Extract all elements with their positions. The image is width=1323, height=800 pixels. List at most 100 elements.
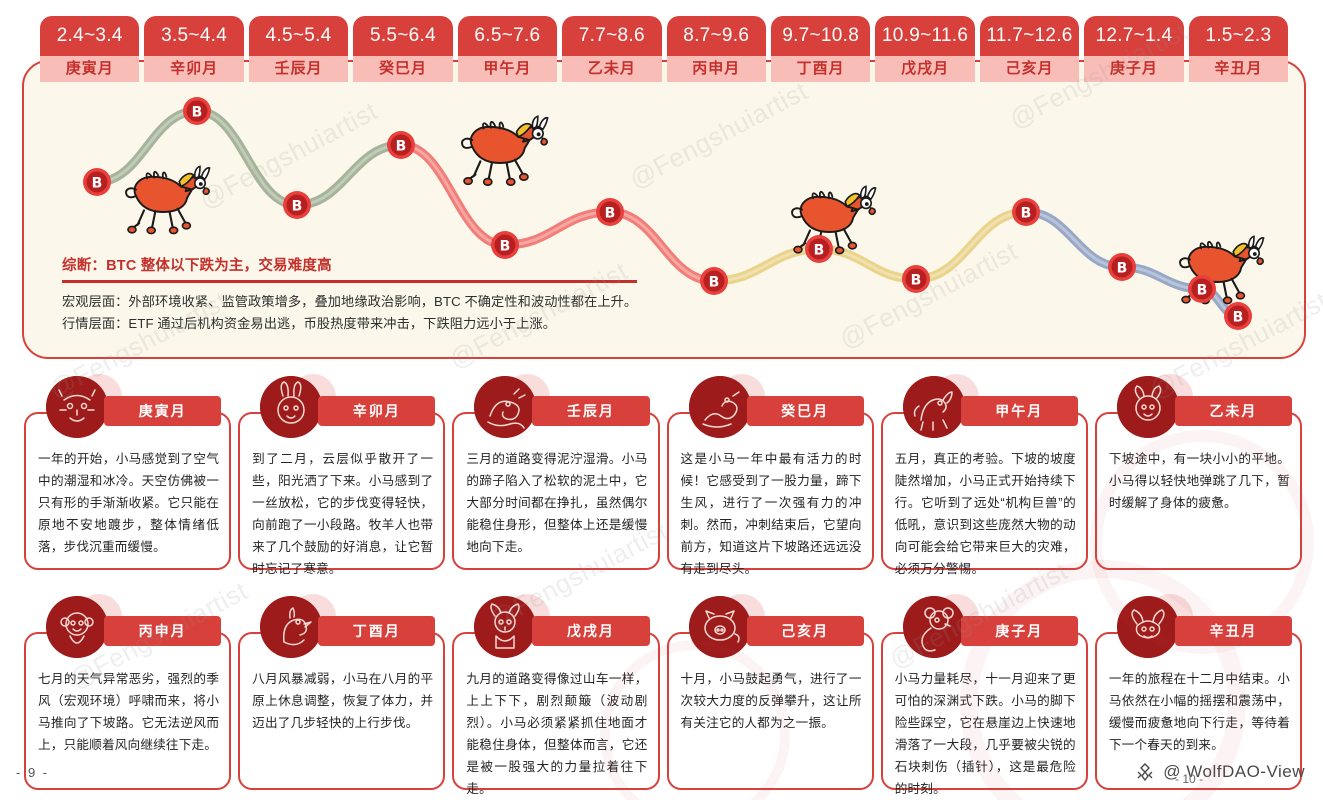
month-date-range: 6.5~7.6 — [457, 16, 558, 56]
month-date-range: 12.7~1.4 — [1084, 16, 1184, 56]
chart-segment-highlight-3 — [1024, 210, 1240, 318]
month-ganzhi-name: 壬辰月 — [248, 56, 349, 82]
month-ganzhi-name: 庚子月 — [1084, 56, 1184, 82]
zodiac-month-card: 庚子月小马力量耗尽，十一月迎来了更可怕的深渊式下跌。小马的脚下险些踩空，它在悬崖… — [880, 594, 1088, 796]
month-ganzhi-name: 辛卯月 — [144, 56, 244, 82]
zodiac-card-row-1: 庚寅月 一年的开始，小马感觉到了空气中的潮湿和冰冷。天空仿佛被一只有形的手渐渐收紧… — [24, 374, 1303, 576]
zodiac-month-card: 癸巳月这是小马一年中最有活力的时候！它感受到了一股力量，蹄下生风，进行了一次强有… — [666, 374, 874, 576]
card-title: 壬辰月 — [532, 396, 650, 426]
summary-block: 综断：BTC 整体以下跌为主，交易难度高 宏观层面：外部环境收紧、监管政策增多，… — [60, 254, 700, 336]
rabbit-icon — [260, 376, 323, 438]
month-header-item: 4.5~5.4 壬辰月 — [248, 16, 349, 88]
card-description: 九月的道路变得像过山车一样，上上下下，剧烈颠簸（波动剧烈）。小马必须紧紧抓住地面… — [466, 672, 648, 796]
card-description: 这是小马一年中最有活力的时候！它感受到了一股力量，蹄下生风，进行了一次强有力的冲… — [680, 452, 862, 576]
zodiac-month-card: 丙申月 七月的天气异常恶劣，强烈的季风（宏观环境）呼啸而来，将小马推向了下坡路。它… — [24, 594, 232, 790]
summary-line-macro: 宏观层面：外部环境收紧、监管政策增多，叠加地缘政治影响，BTC 不确定性和波动性… — [62, 293, 638, 309]
month-date-range: 3.5~4.4 — [144, 16, 244, 56]
chart-segment-1 — [396, 140, 719, 286]
month-date-range: 7.7~8.6 — [562, 16, 662, 56]
month-header-row: 2.4~3.4 庚寅月 3.5~4.4 辛卯月 4.5~5.4 壬辰月 5.5~6.4 癸巳月… — [40, 16, 1289, 88]
card-body — [238, 412, 446, 570]
btc-trend-chart-panel: B B B B B B B B B B B B B 综断：BTC 整体以下跌为主，交易难度高 宏观层面：… — [22, 60, 1306, 359]
card-title: 庚子月 — [960, 616, 1078, 646]
btc-node-label: B — [192, 105, 203, 121]
card-description: 到了二月，云层似乎散开了一些，阳光洒了下来。小马感到了一丝放松，它的步伐变得轻快… — [252, 452, 434, 576]
month-date-range: 9.7~10.8 — [770, 16, 871, 56]
zodiac-month-card: 辛卯月 到了二月，云层似乎散开了一些，阳光洒了下来。小马感到了一丝放松，它的步伐变… — [238, 374, 446, 576]
btc-node-label: B — [709, 275, 720, 291]
month-date-range: 5.5~6.4 — [353, 16, 453, 56]
btc-node-label: B — [1117, 261, 1128, 277]
btc-node-label: B — [292, 199, 303, 215]
month-date-range: 11.7~12.6 — [979, 16, 1080, 56]
zodiac-month-card: 己亥月 十月，小马鼓起勇气，进行了一次较大力度的反弹攀升，这让所有关注它的人都为之… — [666, 594, 874, 790]
btc-node-marker: B — [1188, 275, 1216, 303]
btc-node-label: B — [605, 206, 616, 222]
month-ganzhi-name: 癸巳月 — [353, 56, 453, 82]
card-description: 下坡途中，有一块小小的平地。小马得以轻快地弹跳了几下，暂时缓解了身体的疲惫。 — [1108, 452, 1291, 510]
card-title: 癸巳月 — [746, 396, 864, 426]
btc-node-label: B — [396, 139, 407, 155]
month-ganzhi-name: 甲午月 — [457, 56, 558, 82]
card-description: 八月风暴减弱，小马在八月的平原上休息调整，恢复了体力，并迈出了几步轻快的上行步伐… — [252, 672, 434, 730]
month-ganzhi-name: 丁酉月 — [770, 56, 871, 82]
zodiac-month-card: 甲午月 五月，真正的考验。下坡的坡度陡然增加，小马正式开始持续下行。它听到了远处“… — [880, 374, 1088, 576]
card-body — [24, 412, 232, 570]
month-header-item: 3.5~4.4 辛卯月 — [144, 16, 244, 88]
chart-segment-highlight-2 — [712, 210, 1028, 283]
month-ganzhi-name: 己亥月 — [979, 56, 1080, 82]
summary-divider — [62, 280, 637, 283]
btc-node-marker: B — [387, 131, 415, 159]
btc-node-label: B — [500, 239, 511, 255]
card-title: 甲午月 — [960, 396, 1078, 426]
card-body — [666, 632, 874, 790]
btc-node-marker: B — [83, 168, 111, 196]
btc-node-label: B — [1197, 283, 1208, 299]
card-description: 一年的开始，小马感觉到了空气中的潮湿和冰冷。天空仿佛被一只有形的手渐渐收紧。它只… — [38, 452, 220, 554]
month-date-range: 2.4~3.4 — [40, 16, 140, 56]
btc-node-marker: B — [183, 97, 211, 125]
btc-node-marker: B — [700, 267, 728, 295]
rooster-icon — [260, 596, 323, 658]
month-date-range: 10.9~11.6 — [875, 16, 975, 56]
card-body — [24, 632, 232, 790]
zodiac-card-row-2: 丙申月 七月的天气异常恶劣，强烈的季风（宏观环境）呼啸而来，将小马推向了下坡路。它… — [24, 594, 1303, 796]
dragon-icon — [474, 376, 537, 438]
btc-node-marker: B — [1108, 253, 1136, 281]
month-header-item: 9.7~10.8 丁酉月 — [770, 16, 871, 88]
horse-icon — [902, 376, 965, 438]
chart-line-segments — [92, 106, 1243, 321]
btc-node-markers: B B B B B B B B B B B B B — [83, 97, 1252, 330]
chart-segment-3 — [1021, 207, 1243, 321]
zodiac-month-card: 庚寅月 一年的开始，小马感觉到了空气中的潮湿和冰冷。天空仿佛被一只有形的手渐渐收紧… — [24, 374, 232, 570]
chart-segment-highlight-1 — [399, 143, 716, 283]
btc-trend-chart: B B B B B B B B B B B B B — [83, 97, 1265, 330]
horse-illustration — [461, 115, 549, 186]
btc-node-marker: B — [805, 235, 833, 263]
card-body — [880, 412, 1088, 570]
month-ganzhi-name: 辛丑月 — [1188, 56, 1289, 82]
page-number-left: - 9 - — [16, 765, 50, 780]
page-number-right: - 10 - — [1174, 772, 1203, 786]
card-title: 丁酉月 — [318, 616, 436, 646]
chart-segment-highlight-0 — [95, 109, 403, 207]
month-ganzhi-name: 乙未月 — [562, 56, 662, 82]
wolfdao-logo-icon — [1135, 762, 1155, 782]
goat-icon — [1116, 376, 1179, 438]
card-description: 小马力量耗尽，十一月迎来了更可怕的深渊式下跌。小马的脚下险些踩空，它在悬崖边上快… — [894, 672, 1076, 796]
card-title: 乙未月 — [1174, 396, 1293, 426]
btc-node-label: B — [92, 176, 103, 192]
btc-node-marker: B — [1012, 198, 1040, 226]
zodiac-month-card: 辛丑月 一年的旅程在十二月中结束。小马依然在小幅的摇摆和震荡中，缓慢而疲惫地向下行… — [1094, 594, 1303, 790]
monkey-icon — [46, 596, 108, 658]
rat-icon — [902, 596, 965, 658]
month-ganzhi-name: 戊戌月 — [875, 56, 975, 82]
card-description: 十月，小马鼓起勇气，进行了一次较大力度的反弹攀升，这让所有关注它的人都为之一振。 — [680, 672, 862, 730]
month-header-item: 7.7~8.6 乙未月 — [562, 16, 662, 88]
month-header-item: 6.5~7.6 甲午月 — [457, 16, 558, 88]
btc-node-marker: B — [596, 198, 624, 226]
card-title: 戊戌月 — [532, 616, 650, 646]
card-body — [1094, 632, 1303, 790]
btc-node-marker: B — [902, 265, 930, 293]
brand-label: @ WolfDAO-View — [1163, 762, 1305, 781]
